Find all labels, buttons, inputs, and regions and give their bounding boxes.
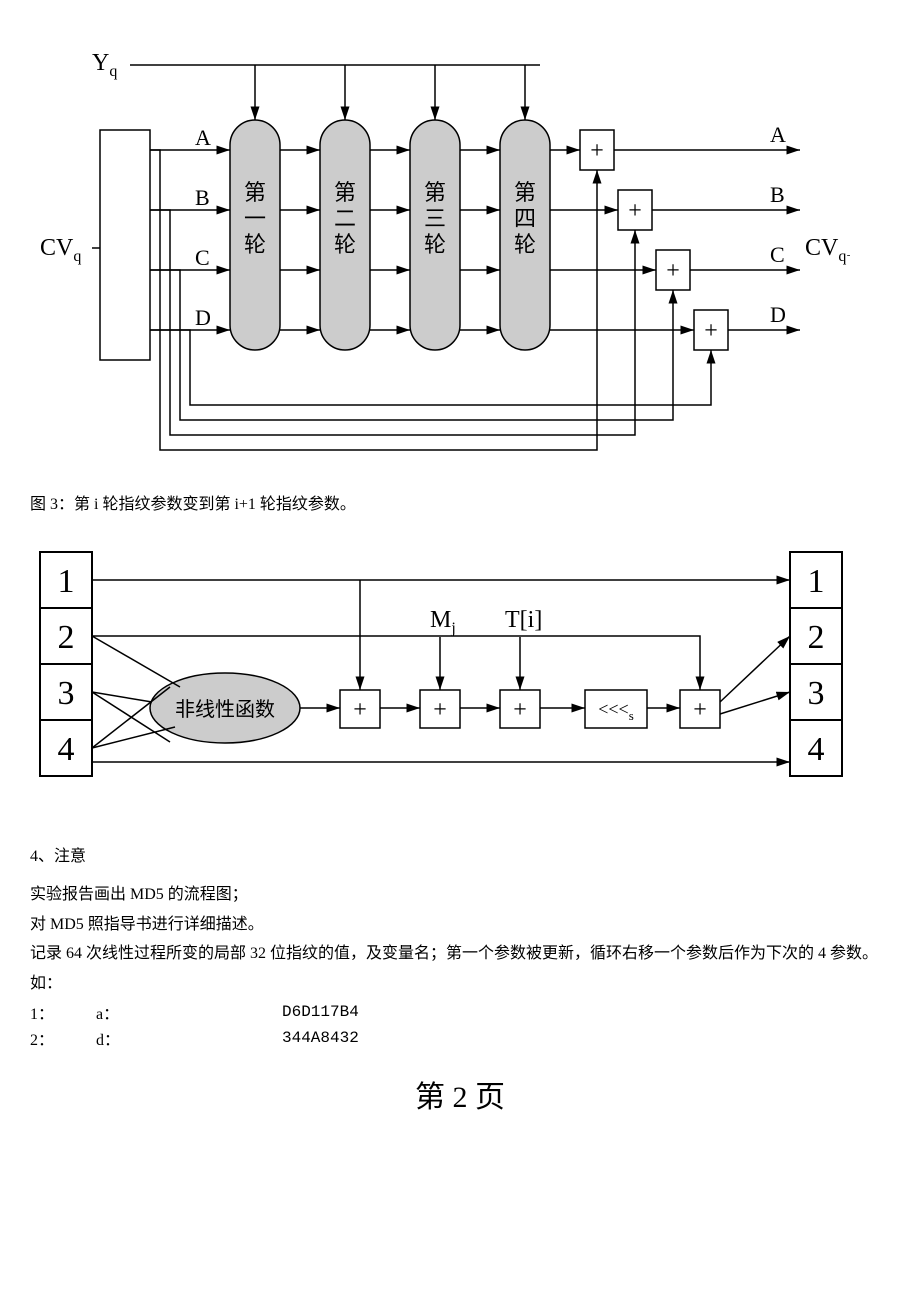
value-table: 1： a： D6D117B4 2： d： 344A8432 xyxy=(30,1000,365,1052)
table-row: 2： d： 344A8432 xyxy=(30,1026,365,1052)
left-boxes: 1 2 3 4 xyxy=(40,552,92,776)
cvq-box xyxy=(100,130,150,360)
svg-text:+: + xyxy=(704,318,718,344)
svg-text:+: + xyxy=(693,697,707,723)
adders: + + + + xyxy=(580,130,728,350)
row-label-D-right: D xyxy=(770,302,786,327)
svg-text:+: + xyxy=(628,198,642,224)
row-label-C-right: C xyxy=(770,242,785,267)
table-row: 1： a： D6D117B4 xyxy=(30,1000,365,1026)
section4-head: 4、注意 xyxy=(30,842,890,866)
svg-text:+: + xyxy=(666,258,680,284)
svg-text:2: 2 xyxy=(808,619,825,656)
round-1: 第一轮 xyxy=(230,120,280,350)
label-cvq1: CVq+1 xyxy=(805,235,850,265)
label-yq: Yq xyxy=(92,50,117,80)
body-line-3: 如： xyxy=(30,971,890,997)
body-line-2: 记录 64 次线性过程所变的局部 32 位指纹的值，及变量名；第一个参数被更新，… xyxy=(30,941,890,967)
svg-text:+: + xyxy=(590,138,604,164)
svg-text:3: 3 xyxy=(58,675,75,712)
svg-text:+: + xyxy=(513,697,527,723)
round-2: 第二轮 xyxy=(320,120,370,350)
row-label-B-left: B xyxy=(195,185,210,210)
op-chain: + + + <<<s + xyxy=(340,690,720,728)
row-label-B-right: B xyxy=(770,182,785,207)
round-3: 第三轮 xyxy=(410,120,460,350)
page-number: 第 2 页 xyxy=(30,1072,890,1116)
svg-text:4: 4 xyxy=(808,731,825,768)
nonlinear-label: 非线性函数 xyxy=(175,698,275,721)
row-label-A-left: A xyxy=(195,125,211,150)
label-mj: Mj xyxy=(430,607,456,637)
row-label-C-left: C xyxy=(195,245,210,270)
round-4: 第四轮 xyxy=(500,120,550,350)
svg-text:<<<s: <<<s xyxy=(598,699,634,723)
label-cvq: CVq xyxy=(40,235,81,265)
svg-text:1: 1 xyxy=(58,563,75,600)
body-line-0: 实验报告画出 MD5 的流程图； xyxy=(30,882,890,908)
caption-fig3: 图 3：第 i 轮指纹参数变到第 i+1 轮指纹参数。 xyxy=(30,490,890,514)
svg-text:3: 3 xyxy=(808,675,825,712)
svg-text:2: 2 xyxy=(58,619,75,656)
svg-text:第一轮: 第一轮 xyxy=(244,180,266,257)
diagram2-svg: 1 2 3 4 1 2 3 4 非线性函数 + + + <<<s + Mj T[… xyxy=(30,532,850,812)
svg-text:+: + xyxy=(433,697,447,723)
svg-text:第三轮: 第三轮 xyxy=(424,180,446,257)
svg-text:1: 1 xyxy=(808,563,825,600)
diagram-md5-rounds: Yq CVq A B C D 第一轮 第二轮 第三轮 第四轮 xyxy=(30,30,890,470)
svg-text:第二轮: 第二轮 xyxy=(334,180,356,257)
row-label-D-left: D xyxy=(195,305,211,330)
row-label-A-right: A xyxy=(770,122,786,147)
svg-text:第四轮: 第四轮 xyxy=(514,180,536,257)
right-boxes: 1 2 3 4 xyxy=(790,552,842,776)
label-ti: T[i] xyxy=(505,607,542,633)
diagram-md5-step: 1 2 3 4 1 2 3 4 非线性函数 + + + <<<s + Mj T[… xyxy=(30,532,890,812)
body-line-1: 对 MD5 照指导书进行详细描述。 xyxy=(30,912,890,938)
diagram1-svg: Yq CVq A B C D 第一轮 第二轮 第三轮 第四轮 xyxy=(30,30,850,470)
svg-text:4: 4 xyxy=(58,731,75,768)
svg-text:+: + xyxy=(353,697,367,723)
